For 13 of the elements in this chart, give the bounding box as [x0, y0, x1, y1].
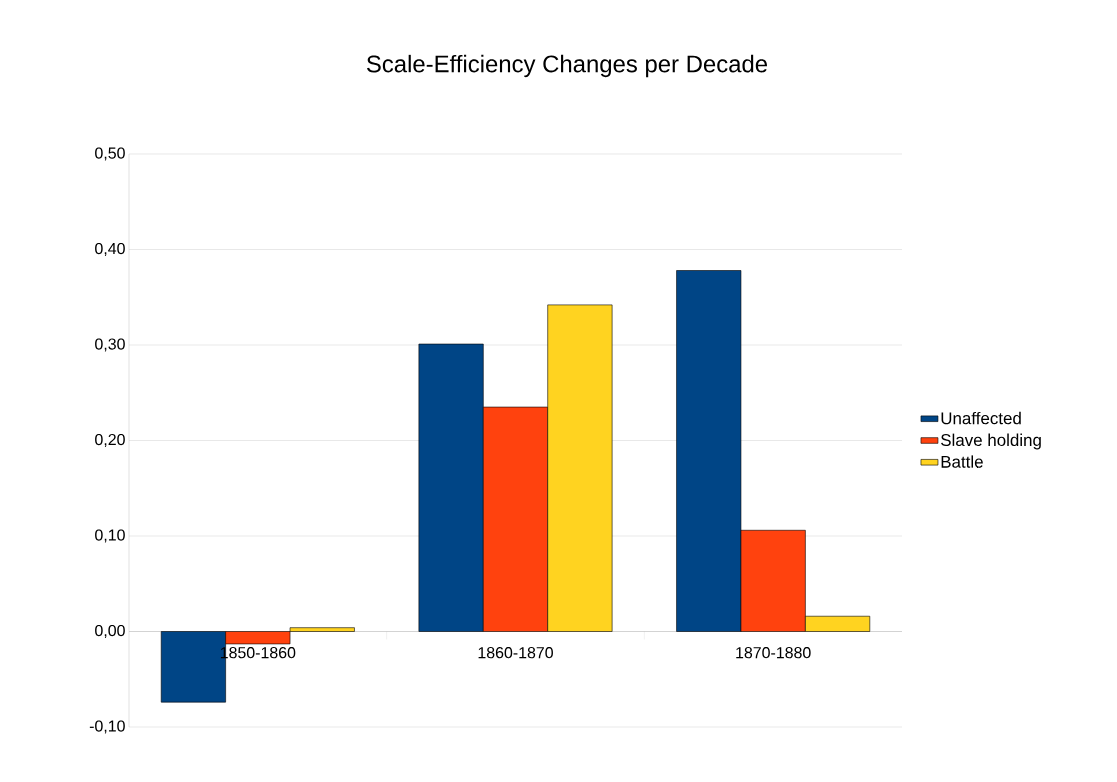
legend-label: Battle: [941, 455, 983, 468]
y-tick-label: 0,10: [95, 529, 125, 543]
chart-title: Scale-Efficiency Changes per Decade: [366, 54, 767, 78]
y-tick-label: -0,10: [89, 720, 125, 734]
legend-label: Slave holding: [941, 433, 1041, 450]
y-tick-label: 0,40: [95, 242, 125, 257]
x-tick-label: 1870-1880: [736, 647, 811, 659]
x-tick-label: 1860-1870: [478, 647, 553, 659]
y-tick-label: 0,00: [95, 624, 125, 639]
y-tick-label: 0,50: [95, 147, 125, 161]
y-tick-label: 0,20: [95, 433, 125, 448]
y-tick-label: 0,30: [95, 338, 125, 352]
legend-label: Unaffected: [941, 411, 1021, 425]
